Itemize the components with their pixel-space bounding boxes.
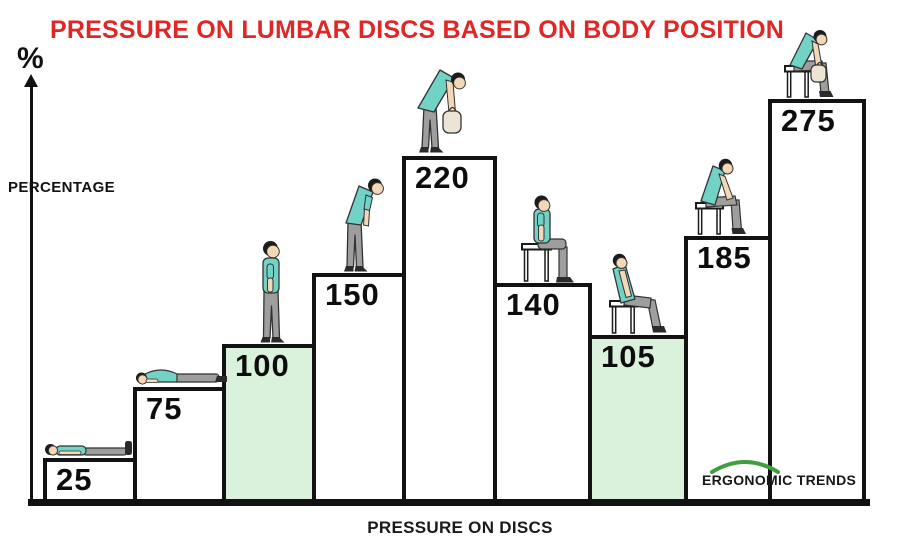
logo-text: ERGONOMIC TRENDS xyxy=(702,472,857,488)
figure-sitting-leaning-forward-icon xyxy=(695,158,746,235)
bar-lying-face-down: 75 xyxy=(133,387,226,503)
bar-value-label: 275 xyxy=(781,103,836,138)
bar-value-label: 150 xyxy=(325,277,380,312)
figure-lying-on-back-icon xyxy=(45,441,132,456)
bar-standing-bent-forward: 150 xyxy=(312,273,406,503)
figure-sitting-upright-icon xyxy=(521,195,574,283)
y-axis-unit-label: % xyxy=(17,42,44,75)
figure-bent-forward-lifting-icon xyxy=(417,69,466,153)
figure-lying-face-down-icon xyxy=(136,369,227,385)
figure-sitting-reclined-icon xyxy=(609,253,667,334)
bar-sitting-upright: 140 xyxy=(493,283,592,503)
y-axis-line xyxy=(30,86,33,503)
figure-sitting-bent-lifting-icon xyxy=(784,30,834,98)
bar-standing-bent-lifting: 220 xyxy=(402,156,497,503)
x-axis-label: PRESSURE ON DISCS xyxy=(367,518,553,537)
logo-arc-icon xyxy=(710,460,780,474)
bar-value-label: 140 xyxy=(506,287,561,322)
chart-title: PRESSURE ON LUMBAR DISCS BASED ON BODY P… xyxy=(50,16,785,44)
x-axis-line xyxy=(28,499,870,506)
bar-sitting-leaning-forward: 185 xyxy=(684,236,772,503)
y-axis-arrow-icon xyxy=(24,74,38,87)
bar-value-label: 75 xyxy=(146,391,183,426)
figure-standing-icon xyxy=(260,241,285,343)
bar-value-label: 105 xyxy=(601,339,656,374)
bar-lying-on-back: 25 xyxy=(43,458,137,503)
bar-sitting-bent-lifting: 275 xyxy=(768,99,866,503)
bar-standing-upright: 100 xyxy=(222,344,316,503)
bar-value-label: 220 xyxy=(415,160,470,195)
bar-value-label: 100 xyxy=(235,348,290,383)
bar-value-label: 25 xyxy=(56,462,93,497)
bar-value-label: 185 xyxy=(697,240,752,275)
ergonomic-trends-logo: ERGONOMIC TRENDS xyxy=(702,459,874,493)
y-axis-label: PERCENTAGE xyxy=(8,179,116,196)
figure-standing-bent-forward-icon xyxy=(344,178,384,272)
bar-sitting-reclined: 105 xyxy=(588,335,688,503)
